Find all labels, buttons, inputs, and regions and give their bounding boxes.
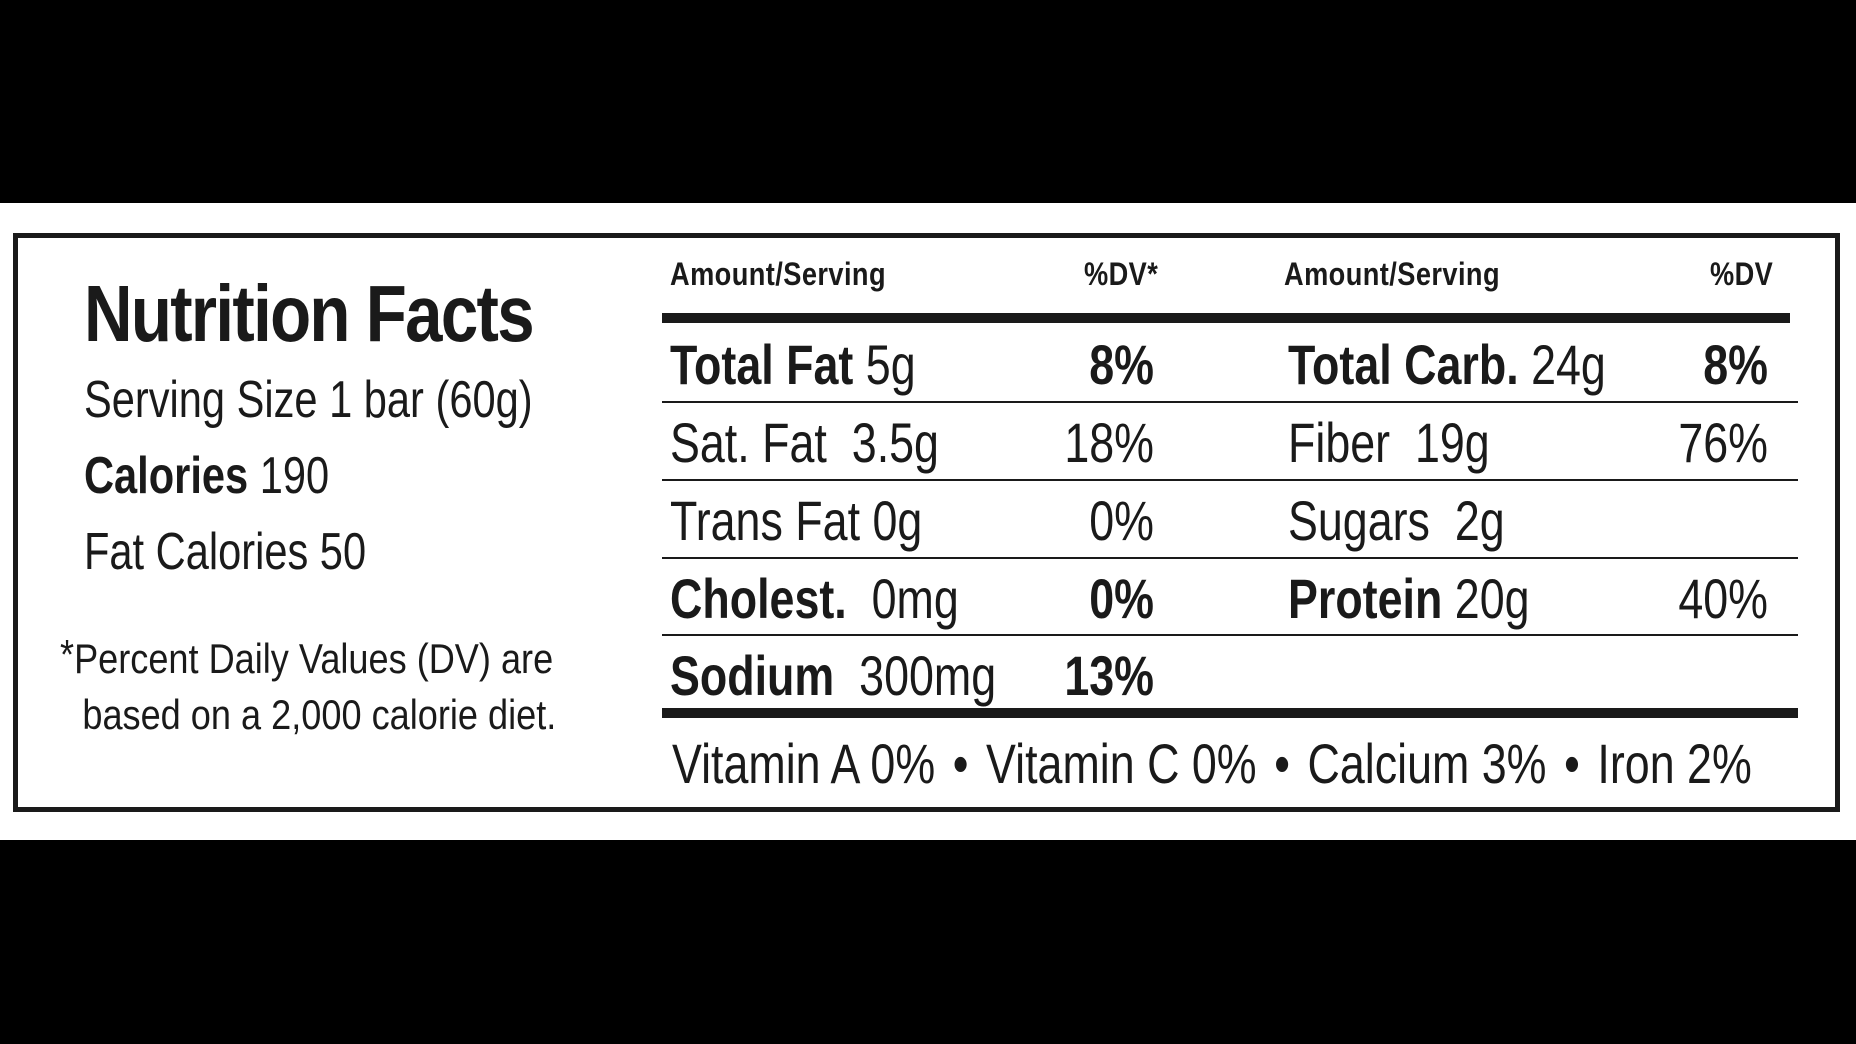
nutrient-amount: 5g xyxy=(865,333,916,396)
row-sugars: Sugars 2g xyxy=(1288,488,1505,553)
nutrient-amount: 2g xyxy=(1454,489,1505,552)
vitamin-rule xyxy=(662,708,1798,718)
fat-calories: Fat Calories 50 xyxy=(84,523,367,581)
footnote-line-2: based on a 2,000 calorie diet. xyxy=(82,691,557,738)
nutrient-name: Sat. Fat xyxy=(670,411,827,474)
separator-dot: • xyxy=(1274,732,1290,795)
dv-protein: 40% xyxy=(1678,567,1768,630)
footnote-star: * xyxy=(60,631,75,678)
nutrient-amount: 3.5g xyxy=(851,411,939,474)
dv-cholesterol: 0% xyxy=(1089,567,1154,630)
nutrient-amount: 0mg xyxy=(871,567,959,630)
calories-value: 190 xyxy=(259,447,330,505)
left-dv-header: %DV* xyxy=(1084,256,1159,292)
right-amount-header: Amount/Serving xyxy=(1284,256,1501,292)
label-summary: Nutrition Facts Serving Size 1 bar (60g)… xyxy=(18,238,658,807)
nutrient-name: Sugars xyxy=(1288,489,1430,552)
calories-line: Calories 190 xyxy=(84,446,329,506)
row-total-carb: Total Carb. 24g xyxy=(1288,332,1606,397)
nutrient-name: Total Fat xyxy=(670,333,854,396)
nutrient-amount: 19g xyxy=(1414,411,1490,474)
nutrient-grid: Amount/Serving %DV* Amount/Serving %DV T… xyxy=(662,238,1798,807)
dv-total-fat: 8% xyxy=(1089,333,1154,396)
nutrient-name: Sodium xyxy=(670,644,835,707)
row-cholesterol: Cholest. 0mg xyxy=(670,566,959,631)
header-rule xyxy=(662,313,1790,323)
left-amount-header: Amount/Serving xyxy=(670,256,887,292)
iron: Iron 2% xyxy=(1597,732,1752,795)
nutrition-label: Nutrition Facts Serving Size 1 bar (60g)… xyxy=(13,233,1840,812)
nutrient-amount: 24g xyxy=(1531,333,1606,396)
nutrient-name: Cholest. xyxy=(670,567,847,630)
right-dv-header: %DV xyxy=(1710,256,1774,292)
dv-trans-fat: 0% xyxy=(1089,489,1154,552)
row-sodium: Sodium 300mg xyxy=(670,643,996,708)
footnote: *Percent Daily Values (DV) are based on … xyxy=(60,631,556,743)
nutrient-name: Fiber xyxy=(1288,411,1391,474)
vitamin-a: Vitamin A 0% xyxy=(672,732,936,795)
row-divider xyxy=(662,634,1798,636)
footnote-line-1: Percent Daily Values (DV) are xyxy=(74,635,554,682)
calories-label: Calories xyxy=(84,447,249,505)
dv-total-carb: 8% xyxy=(1703,333,1768,396)
nutrient-name: Trans Fat xyxy=(670,489,861,552)
row-sat-fat: Sat. Fat 3.5g xyxy=(670,410,939,475)
dv-sodium: 13% xyxy=(1064,644,1154,707)
calcium: Calcium 3% xyxy=(1307,732,1547,795)
row-protein: Protein 20g xyxy=(1288,566,1530,631)
row-divider xyxy=(662,401,1798,403)
row-divider xyxy=(662,557,1798,559)
separator-dot: • xyxy=(952,732,969,795)
nutrient-amount: 0g xyxy=(872,489,923,552)
row-divider xyxy=(662,479,1798,481)
label-title: Nutrition Facts xyxy=(84,269,535,358)
row-trans-fat: Trans Fat 0g xyxy=(670,488,922,553)
row-total-fat: Total Fat 5g xyxy=(670,332,916,397)
row-fiber: Fiber 19g xyxy=(1288,410,1490,475)
nutrient-amount: 20g xyxy=(1454,567,1530,630)
dv-fiber: 76% xyxy=(1678,411,1768,474)
serving-size: Serving Size 1 bar (60g) xyxy=(84,371,533,429)
nutrient-amount: 300mg xyxy=(859,644,997,707)
nutrient-name: Total Carb. xyxy=(1288,333,1519,396)
separator-dot: • xyxy=(1564,732,1580,795)
nutrient-name: Protein xyxy=(1288,567,1443,630)
vitamin-c: Vitamin C 0% xyxy=(986,732,1257,795)
dv-sat-fat: 18% xyxy=(1064,411,1154,474)
vitamins-line: Vitamin A 0% • Vitamin C 0% • Calcium 3% • Iro… xyxy=(672,731,1752,796)
